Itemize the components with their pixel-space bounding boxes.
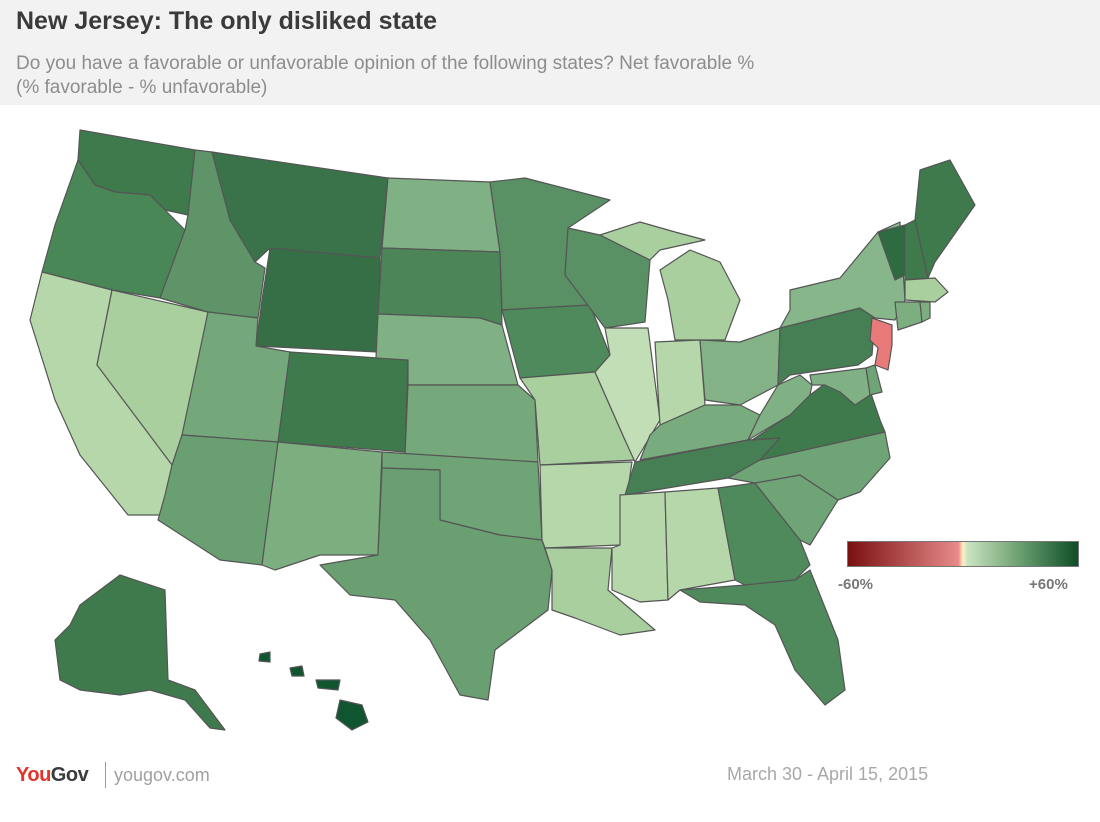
state-CT[interactable] [894,301,923,331]
state-CO[interactable] [277,351,409,453]
state-KY[interactable] [639,404,761,461]
state-HI-1[interactable] [258,651,271,663]
state-NJ[interactable] [869,317,893,371]
state-WV[interactable] [747,374,813,441]
state-IA[interactable] [501,304,611,379]
state-FL[interactable] [679,569,846,706]
logo-you-text: You [16,764,51,786]
yougov-logo[interactable]: YouGov [16,764,89,787]
state-ME[interactable] [914,159,976,279]
state-MD[interactable] [809,367,871,406]
state-NC[interactable] [727,431,891,501]
state-HI-4[interactable] [335,699,369,731]
legend-min-label: -60% [838,576,874,593]
state-IL[interactable] [594,327,661,463]
chart-subtitle: Do you have a favorable or unfavorable o… [16,52,1016,100]
state-AK[interactable] [54,574,226,731]
footer-url[interactable]: yougov.com [114,765,210,785]
state-MI-UP[interactable] [599,221,706,261]
state-RI[interactable] [919,301,931,323]
state-MS[interactable] [611,491,669,603]
chart-title: New Jersey: The only disliked state [16,7,437,35]
state-SD[interactable] [377,247,503,326]
state-AL[interactable] [664,487,736,601]
legend-color-scale [847,541,1079,567]
state-NY[interactable] [779,221,906,329]
state-HI-3[interactable] [315,679,341,691]
state-NM[interactable] [261,441,383,571]
subtitle-line-1: Do you have a favorable or unfavorable o… [16,53,755,74]
state-KS[interactable] [404,384,539,463]
state-MI[interactable] [659,249,741,341]
state-ND[interactable] [381,177,501,253]
state-MA[interactable] [904,277,949,303]
subtitle-line-2: (% favorable - % unfavorable) [16,77,268,98]
state-AZ[interactable] [157,434,279,566]
legend-max-label: +60% [1029,576,1068,593]
state-HI-2[interactable] [289,665,305,677]
logo-gov-text: Gov [50,764,89,786]
survey-date-range: March 30 - April 15, 2015 [727,764,929,784]
state-AR[interactable] [539,461,633,549]
header-band: New Jersey: The only disliked state Do y… [0,0,1100,105]
footer-divider [105,762,106,788]
state-TX[interactable] [319,467,553,701]
state-WY[interactable] [255,247,381,353]
state-LA[interactable] [544,547,656,636]
